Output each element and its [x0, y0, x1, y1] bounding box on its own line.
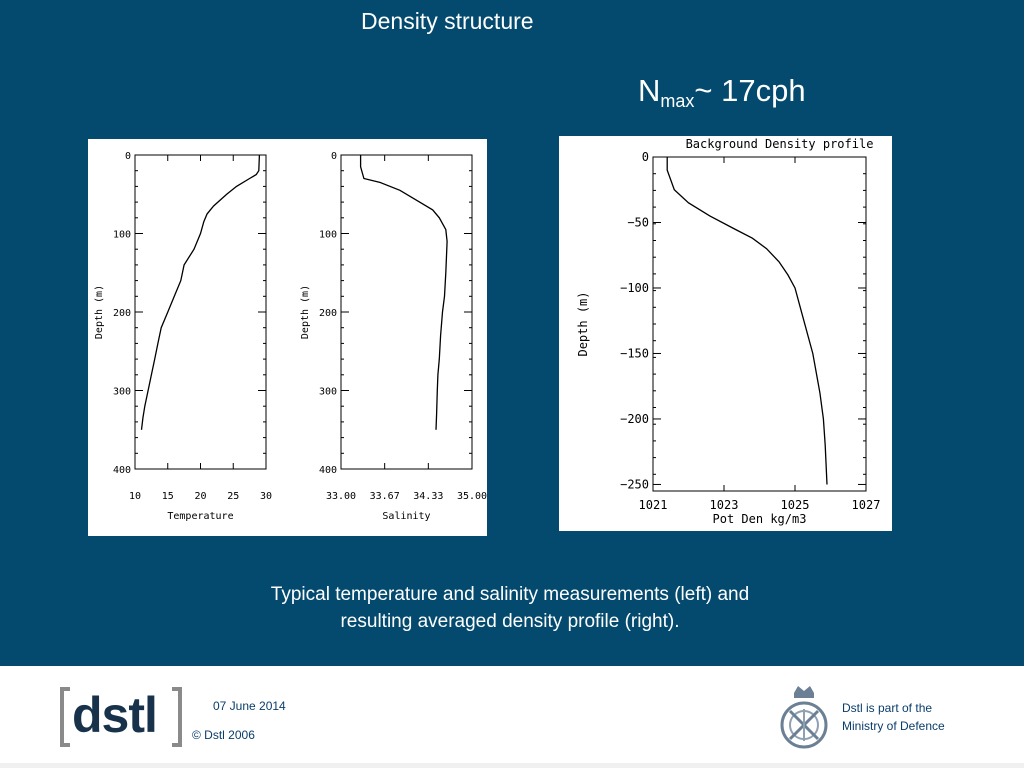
x-axis-label: Salinity — [382, 511, 430, 522]
x-tick-label: 20 — [194, 491, 206, 502]
dstl-logo-brackets — [60, 687, 182, 747]
x-axis-label: Temperature — [167, 511, 233, 522]
y-tick-label: 200 — [113, 308, 131, 319]
mod-text-line-2: Ministry of Defence — [842, 719, 945, 733]
figure-caption: Typical temperature and salinity measure… — [150, 581, 870, 635]
slide-title: Density structure — [361, 8, 534, 34]
y-tick-label: −200 — [620, 412, 649, 426]
nmax-label: Nmax~ 17cph — [638, 73, 806, 112]
y-tick-label: 400 — [113, 465, 131, 476]
x-tick-label: 15 — [162, 491, 174, 502]
y-tick-label: −150 — [620, 346, 649, 360]
y-axis-label: Depth (m) — [576, 291, 590, 356]
x-tick-label: 30 — [260, 491, 272, 502]
density-profile-figure: 1021 1023 1025 1027 0 −50 −100 −150 −200 −250 Pot … — [559, 136, 892, 531]
slide-background: Density structure Nmax~ 17cph 10 15 20 25 30… — [0, 0, 1024, 666]
y-tick-label: −100 — [620, 281, 649, 295]
temperature-salinity-figure: 10 15 20 25 30 0 100 200 300 400 Temperature Depth … — [88, 139, 487, 536]
footer-strip — [0, 763, 1024, 768]
y-tick-label: 100 — [113, 230, 131, 241]
y-tick-label: 0 — [125, 151, 131, 162]
profile-line — [666, 157, 828, 485]
footer — [0, 666, 1024, 768]
y-tick-label: −50 — [627, 215, 649, 229]
y-axis-label: Depth (m) — [300, 285, 311, 339]
x-tick-label: 25 — [227, 491, 239, 502]
y-tick-label: 300 — [113, 387, 131, 398]
nmax-base: N — [638, 73, 661, 108]
profile-line — [140, 154, 261, 430]
y-tick-label: 300 — [319, 387, 337, 398]
caption-line-1: Typical temperature and salinity measure… — [270, 584, 750, 605]
y-tick-label: 0 — [642, 150, 649, 164]
x-tick-label: 1021 — [639, 498, 668, 512]
caption-line-2: resulting averaged density profile (righ… — [340, 611, 680, 632]
y-tick-label: 400 — [319, 465, 337, 476]
mod-crest-icon — [780, 686, 828, 749]
mod-text-line-1: Dstl is part of the — [842, 701, 933, 715]
footer-copyright: © Dstl 2006 — [192, 728, 255, 742]
y-tick-label: 200 — [319, 308, 337, 319]
y-tick-label: −250 — [620, 477, 649, 491]
x-tick-label: 33.67 — [370, 491, 400, 502]
y-tick-label: 100 — [319, 230, 337, 241]
x-tick-label: 35.00 — [457, 491, 487, 502]
x-tick-label: 1025 — [781, 498, 810, 512]
plot-frame-2 — [652, 156, 867, 492]
x-tick-label: 10 — [129, 491, 141, 502]
chart-title: Background Density profile — [686, 137, 874, 151]
plot-frame-1 — [340, 154, 473, 470]
nmax-value: ~ 17cph — [694, 73, 806, 108]
density-profile-svg: 1021 1023 1025 1027 0 −50 −100 −150 −200 −250 Pot … — [576, 137, 881, 526]
plot-frame-0 — [134, 154, 267, 470]
x-tick-label: 1023 — [710, 498, 739, 512]
x-axis-label: Pot Den kg/m3 — [713, 512, 807, 526]
nmax-subscript: max — [660, 91, 695, 111]
y-axis-label: Depth (m) — [94, 285, 105, 339]
x-tick-label: 33.00 — [326, 491, 356, 502]
temperature-salinity-svg: 10 15 20 25 300100200300400TemperatureDepth … — [94, 151, 487, 522]
x-tick-label: 1027 — [852, 498, 881, 512]
dstl-logo: dstl — [72, 687, 158, 743]
y-tick-label: 0 — [331, 151, 337, 162]
x-tick-label: 34.33 — [413, 491, 443, 502]
profile-line — [359, 155, 448, 430]
footer-date: 07 June 2014 — [213, 699, 286, 713]
